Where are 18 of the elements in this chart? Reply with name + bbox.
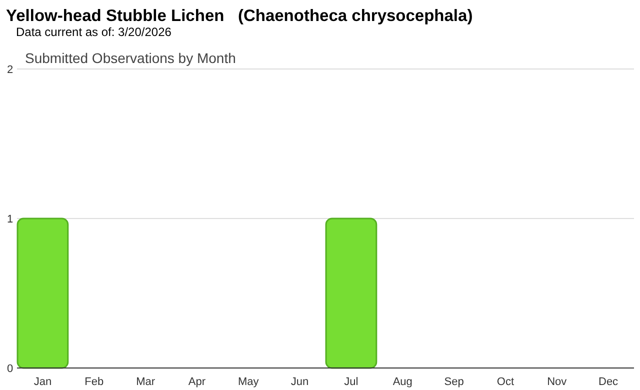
- x-tick-label: Feb: [84, 376, 104, 388]
- x-tick-label: Nov: [547, 376, 568, 388]
- x-tick-label: Oct: [496, 376, 514, 388]
- y-tick-label: 2: [6, 64, 14, 76]
- chart-title: Yellow-head Stubble Lichen (Chaenotheca chrysocephala): [6, 7, 473, 25]
- x-tick-label: Dec: [598, 376, 619, 388]
- y-tick-label: 1: [6, 213, 14, 226]
- x-tick-label: Apr: [188, 376, 206, 388]
- x-tick-label: Jun: [290, 376, 309, 388]
- x-tick-label: Sep: [444, 376, 464, 388]
- text: Submitted Observations by Month: [25, 50, 236, 66]
- x-tick-label: May: [238, 376, 260, 388]
- x-tick-label: Mar: [136, 376, 156, 388]
- x-tick-label: Jan: [34, 376, 52, 388]
- x-tick-label: Aug: [392, 376, 412, 388]
- y-tick-label: 0: [6, 362, 14, 375]
- chart-subtitle: Data current as of: 3/20/2026: [16, 25, 172, 39]
- x-tick-label: Jul: [344, 376, 358, 388]
